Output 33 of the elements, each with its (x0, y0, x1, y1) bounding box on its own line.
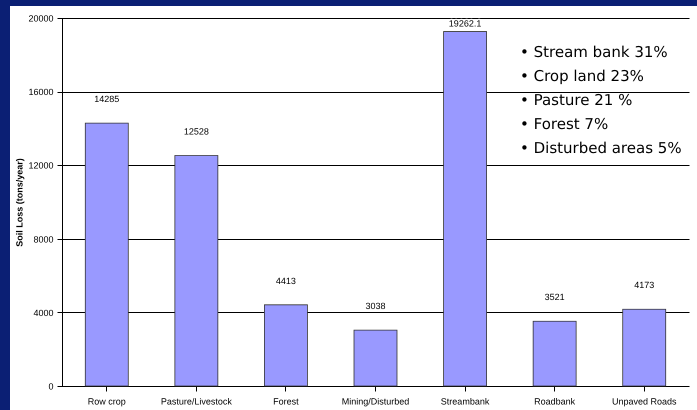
bar (84, 122, 129, 386)
annotation: • Disturbed areas 5% (520, 139, 682, 157)
y-tick-label: 0 (48, 382, 54, 392)
data-label: 4173 (634, 280, 654, 290)
y-tick-label: 12000 (28, 160, 54, 171)
data-label: 4413 (276, 276, 296, 286)
annotation: • Forest 7% (520, 115, 608, 133)
y-tick-label: 4000 (33, 308, 54, 318)
data-label: 12528 (184, 126, 209, 136)
bar (264, 304, 308, 386)
annotation: • Stream bank 31% (520, 43, 668, 61)
x-tick-label: Mining/Disturbed (342, 396, 410, 406)
annotation: • Crop land 23% (520, 67, 644, 85)
y-tick-label: 16000 (28, 87, 54, 98)
x-tick-label: Roadbank (534, 396, 576, 406)
x-tick-label: Row crop (88, 396, 126, 406)
x-tick-label: Streambank (440, 396, 490, 406)
data-label: 3521 (544, 292, 565, 302)
data-label: 14285 (94, 94, 120, 104)
bar (174, 155, 218, 386)
bar (354, 330, 398, 386)
data-label: 19262.1 (448, 18, 482, 29)
bar (622, 308, 666, 386)
y-tick-label: 20000 (28, 14, 54, 24)
data-label: 3038 (365, 301, 386, 312)
y-axis-title: Soil Loss (tons/year) (14, 158, 24, 247)
y-tick-label: 8000 (33, 234, 54, 244)
bar (532, 320, 577, 386)
x-tick-label: Pasture/Livestock (160, 396, 232, 406)
x-tick-label: Forest (273, 396, 300, 406)
annotation: • Pasture 21 % (520, 91, 632, 109)
bar (443, 31, 487, 386)
x-tick-label: Unpaved Roads (612, 396, 677, 406)
